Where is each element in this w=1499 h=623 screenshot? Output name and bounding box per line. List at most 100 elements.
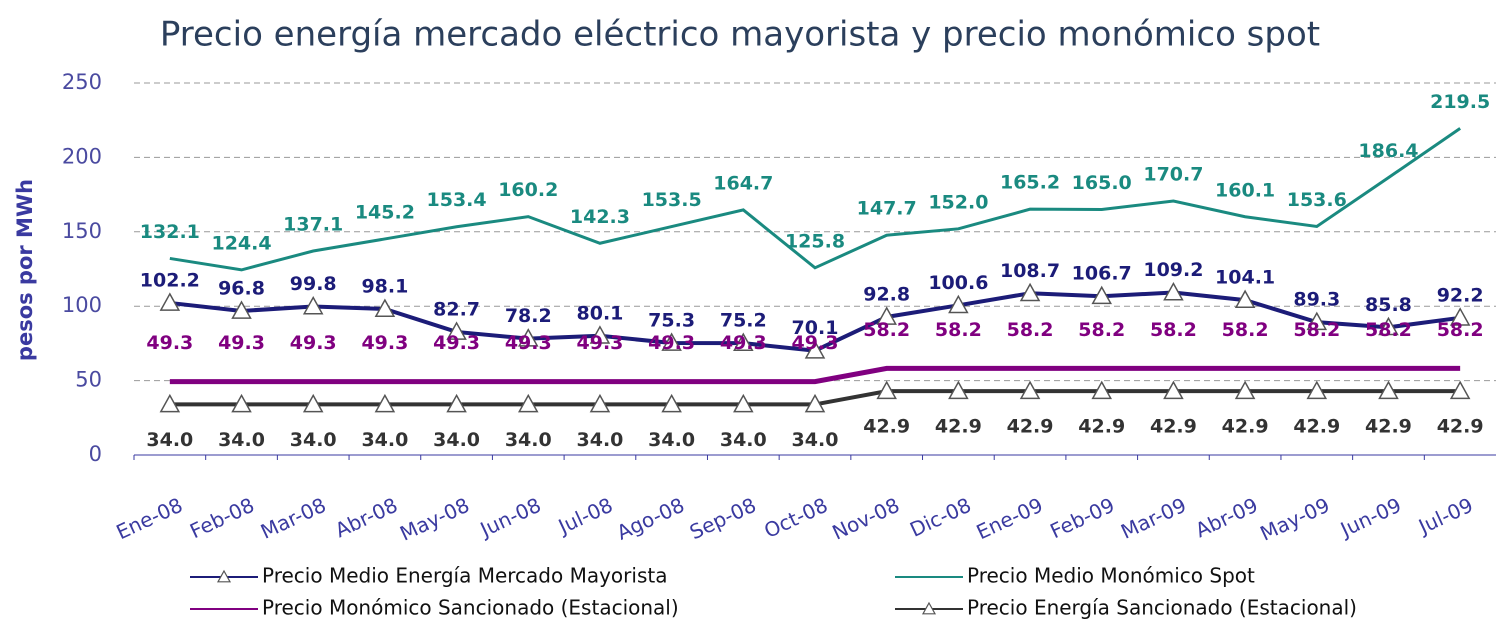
data-label: 75.3 — [648, 309, 695, 331]
data-label: 34.0 — [361, 429, 408, 451]
x-tick-label: Ene-09 — [973, 493, 1047, 544]
marker — [948, 380, 969, 400]
series-line — [169, 127, 1462, 272]
marker — [374, 298, 396, 317]
marker — [231, 300, 252, 319]
data-label: 104.1 — [1215, 267, 1275, 289]
y-tick-label: 50 — [75, 368, 102, 392]
x-tick-label: Dic-08 — [906, 493, 975, 542]
marker — [1163, 380, 1184, 400]
data-label: 70.1 — [792, 317, 839, 339]
marker — [1234, 380, 1256, 400]
marker — [1378, 316, 1399, 336]
x-tick-label: Jun-09 — [1335, 493, 1405, 543]
data-label: 85.8 — [1365, 294, 1412, 316]
marker — [231, 393, 252, 413]
data-label: 160.2 — [498, 179, 558, 201]
data-label: 58.2 — [1437, 319, 1484, 341]
data-label: 58.2 — [863, 319, 910, 341]
data-label: 78.2 — [505, 305, 552, 327]
x-tick-label: Feb-08 — [186, 493, 258, 544]
data-label: 42.9 — [1293, 416, 1340, 438]
marker — [1449, 380, 1471, 400]
data-label: 145.2 — [355, 201, 415, 223]
marker — [1091, 285, 1113, 305]
data-label: 49.3 — [648, 332, 695, 354]
data-label: 165.2 — [1000, 172, 1060, 194]
data-label: 164.7 — [713, 172, 773, 194]
data-label: 58.2 — [1150, 319, 1197, 341]
data-label: 142.3 — [570, 206, 630, 228]
x-tick-label: Jul-08 — [553, 493, 616, 540]
data-label: 42.9 — [1007, 416, 1054, 438]
data-label: 49.3 — [146, 332, 193, 354]
data-label: 147.7 — [857, 198, 917, 220]
data-label: 92.8 — [863, 283, 910, 305]
marker — [1378, 380, 1399, 400]
data-label: 42.9 — [1222, 416, 1269, 438]
x-tick-label: Abr-09 — [1192, 493, 1262, 543]
marker — [159, 393, 181, 413]
data-label: 49.3 — [218, 332, 265, 354]
marker — [804, 393, 826, 413]
data-label: 75.2 — [720, 310, 767, 332]
data-label: 42.9 — [1437, 416, 1484, 438]
data-label: 89.3 — [1293, 289, 1340, 311]
data-label: 109.2 — [1143, 259, 1203, 281]
data-label: 34.0 — [505, 429, 552, 451]
data-label: 34.0 — [433, 429, 480, 451]
series-line — [169, 365, 1461, 385]
marker — [1019, 380, 1041, 400]
marker — [517, 393, 539, 413]
data-label: 42.9 — [935, 416, 982, 438]
x-tick-label: May-09 — [1256, 493, 1333, 546]
data-label: 106.7 — [1072, 263, 1132, 285]
marker — [589, 393, 611, 413]
marker — [1234, 289, 1256, 309]
marker — [517, 328, 539, 347]
data-label: 98.1 — [361, 276, 408, 298]
data-label: 49.3 — [720, 332, 767, 354]
x-tick-label: Feb-09 — [1046, 493, 1118, 544]
x-tick-label: Oct-08 — [760, 493, 831, 543]
data-label: 49.3 — [792, 332, 839, 354]
x-tick-label: Ene-08 — [112, 493, 186, 544]
data-label: 58.2 — [1007, 319, 1054, 341]
data-label: 58.2 — [935, 319, 982, 341]
y-tick-label: 150 — [62, 219, 102, 243]
x-tick-label: Jul-09 — [1413, 493, 1476, 540]
marker — [1449, 307, 1471, 326]
marker — [302, 393, 324, 413]
marker — [733, 393, 754, 413]
data-label: 80.1 — [577, 302, 624, 324]
legend-marker — [216, 569, 232, 583]
y-tick-label: 0 — [89, 442, 102, 466]
data-label: 34.0 — [290, 429, 337, 451]
marker — [1163, 281, 1184, 301]
legend-label: Precio Medio Monómico Spot — [967, 564, 1255, 588]
y-tick-label: 200 — [62, 144, 102, 168]
y-tick-label: 250 — [62, 70, 102, 94]
marker — [159, 292, 181, 311]
data-label: 96.8 — [218, 277, 265, 299]
x-tick-label: Nov-08 — [828, 493, 903, 545]
data-label: 49.3 — [290, 332, 337, 354]
marker — [1091, 380, 1113, 400]
data-label: 137.1 — [283, 213, 343, 235]
marker — [876, 380, 897, 400]
legend-marker — [921, 601, 937, 615]
data-label: 165.0 — [1072, 172, 1132, 194]
data-label: 42.9 — [1078, 416, 1125, 438]
data-label: 153.6 — [1287, 189, 1347, 211]
data-label: 49.3 — [505, 332, 552, 354]
data-label: 82.7 — [433, 298, 480, 320]
data-label: 58.2 — [1365, 319, 1412, 341]
data-label: 49.3 — [577, 332, 624, 354]
x-tick-label: Jun-08 — [475, 493, 545, 543]
data-label: 153.4 — [427, 189, 487, 211]
data-label: 108.7 — [1000, 260, 1060, 282]
marker — [1019, 282, 1041, 302]
marker — [1306, 311, 1328, 331]
data-label: 42.9 — [1365, 416, 1412, 438]
